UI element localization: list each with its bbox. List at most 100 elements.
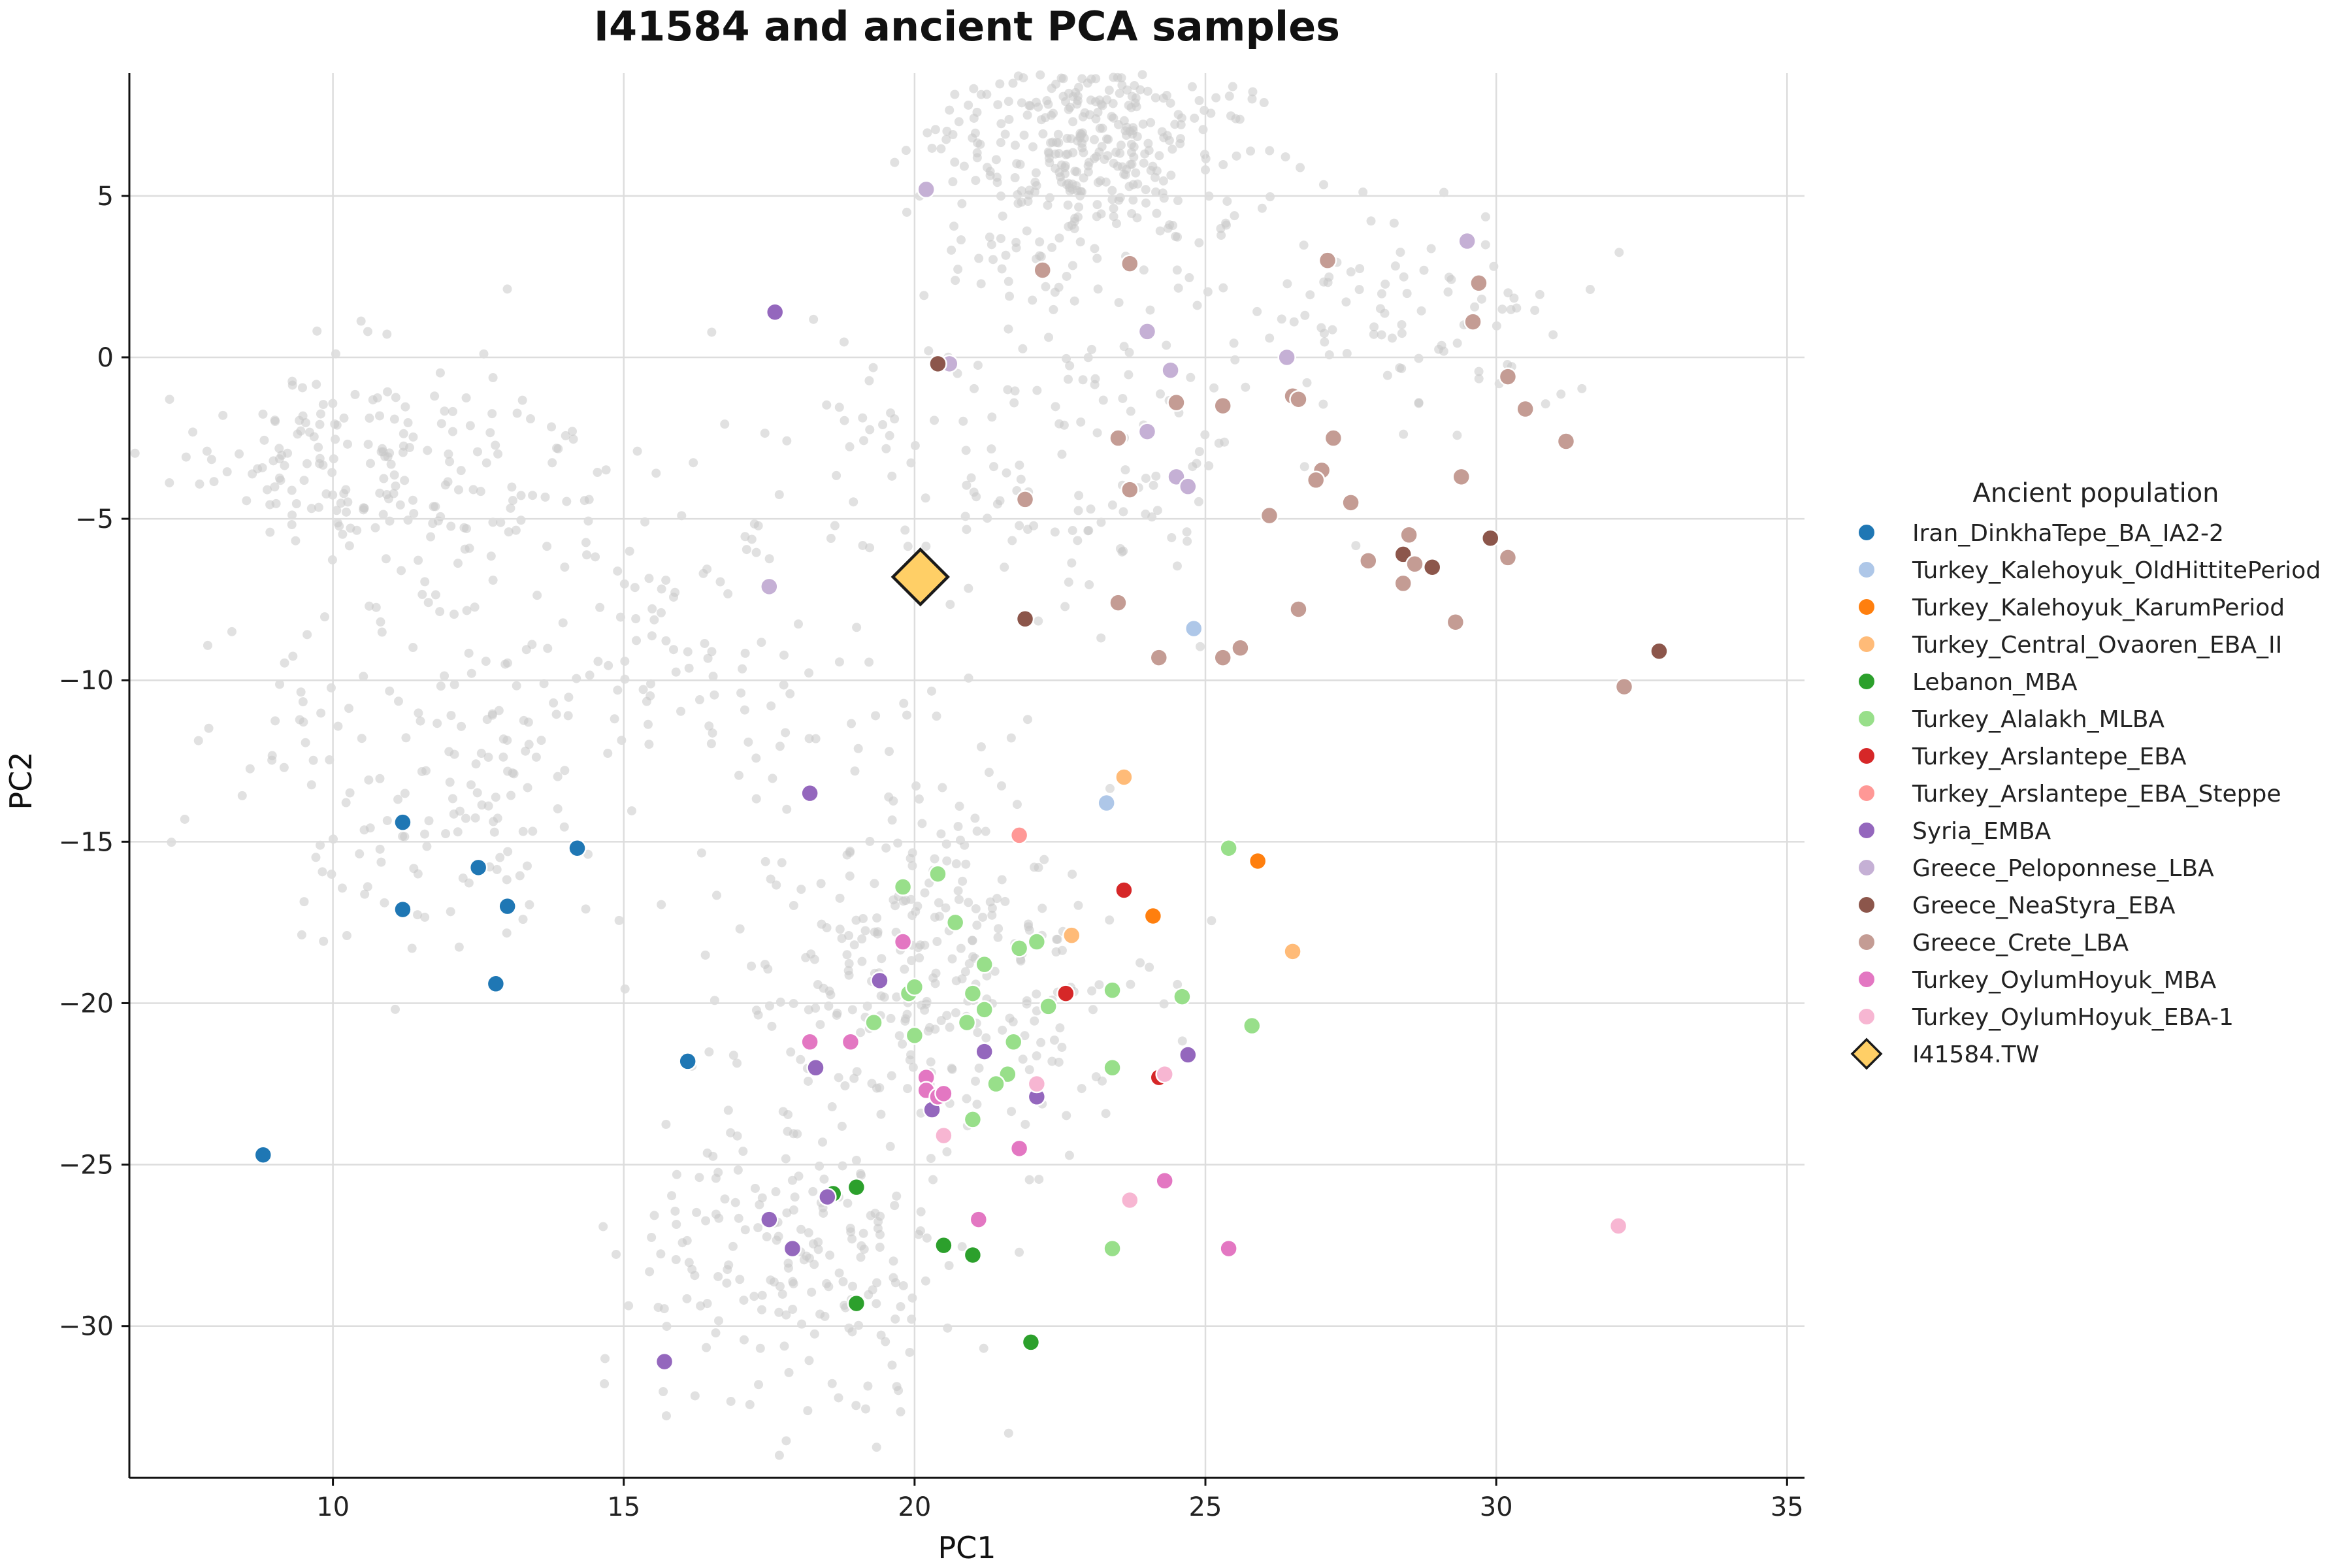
data-point: [928, 864, 947, 883]
legend-title: Ancient population: [1972, 478, 2219, 508]
background-sample-point: [809, 314, 819, 324]
data-point: [1155, 1171, 1174, 1190]
background-sample-point: [993, 932, 1003, 942]
data-point: [975, 1000, 994, 1019]
background-sample-point: [1152, 208, 1162, 218]
background-sample-point: [445, 457, 455, 466]
background-sample-point: [762, 1232, 772, 1241]
background-sample-point: [615, 612, 625, 622]
data-point: [1033, 261, 1052, 280]
background-sample-point: [1176, 120, 1186, 129]
background-sample-point: [1001, 250, 1011, 260]
data-point: [1399, 525, 1418, 545]
background-sample-point: [917, 819, 927, 828]
data-point: [1219, 1239, 1238, 1258]
background-sample-point: [834, 402, 844, 412]
background-sample-point: [1151, 93, 1160, 103]
data-point: [1248, 851, 1267, 871]
background-sample-point: [487, 409, 497, 419]
background-sample-point: [295, 416, 304, 425]
background-sample-point: [834, 1268, 844, 1278]
background-sample-point: [1190, 113, 1200, 123]
background-sample-point: [1474, 367, 1484, 376]
background-sample-point: [287, 485, 297, 495]
background-sample-point: [600, 1379, 610, 1389]
background-sample-point: [488, 576, 498, 585]
background-sample-point: [703, 653, 713, 663]
background-sample-point: [312, 380, 321, 389]
background-sample-point: [470, 813, 480, 823]
background-sample-point: [789, 1205, 798, 1215]
background-sample-point: [656, 608, 666, 617]
background-sample-point: [1369, 322, 1379, 332]
legend-label: Greece_NeaStyra_EBA: [1912, 892, 2176, 919]
background-sample-point: [996, 138, 1005, 148]
background-sample-point: [796, 885, 806, 894]
background-sample-point: [736, 688, 746, 698]
background-sample-point: [962, 480, 972, 490]
background-sample-point: [1152, 166, 1162, 176]
background-sample-point: [1062, 353, 1071, 363]
background-sample-point: [953, 368, 962, 378]
background-sample-point: [951, 1008, 960, 1018]
background-sample-point: [1419, 265, 1429, 275]
background-sample-point: [346, 523, 355, 533]
legend-label: I41584.TW: [1912, 1041, 2039, 1068]
background-sample-point: [1323, 278, 1333, 287]
background-sample-point: [1036, 252, 1046, 261]
background-sample-point: [945, 105, 955, 115]
background-sample-point: [894, 1031, 904, 1041]
background-sample-point: [1047, 242, 1057, 252]
background-sample-point: [947, 1064, 956, 1073]
data-point: [1149, 648, 1169, 667]
background-sample-point: [540, 492, 550, 502]
background-sample-point: [428, 519, 438, 529]
background-sample-point: [844, 930, 854, 940]
legend-marker: [1857, 1007, 1876, 1026]
background-sample-point: [832, 1008, 842, 1018]
background-sample-point: [488, 517, 498, 527]
background-sample-point: [375, 774, 385, 783]
background-sample-point: [461, 813, 470, 823]
background-sample-point: [1035, 237, 1045, 247]
background-sample-point: [316, 708, 326, 718]
background-sample-point: [668, 645, 678, 655]
data-point: [1015, 610, 1035, 629]
background-sample-point: [930, 416, 939, 425]
background-sample-point: [644, 574, 654, 583]
background-sample-point: [645, 679, 655, 689]
background-sample-point: [747, 961, 757, 971]
background-sample-point: [1019, 73, 1028, 83]
background-sample-point: [1088, 1005, 1098, 1015]
background-sample-point: [919, 291, 929, 301]
background-sample-point: [892, 1191, 902, 1201]
data-point: [393, 900, 412, 919]
background-sample-point: [970, 813, 980, 823]
background-sample-point: [563, 711, 573, 721]
background-sample-point: [1397, 319, 1407, 329]
background-sample-point: [975, 139, 985, 149]
background-sample-point: [332, 506, 342, 515]
background-sample-point: [1045, 193, 1054, 203]
data-point: [1260, 506, 1279, 525]
background-sample-point: [1414, 353, 1424, 363]
background-sample-point: [834, 657, 844, 667]
background-sample-point: [811, 734, 821, 743]
background-sample-point: [1085, 580, 1094, 589]
background-sample-point: [258, 409, 268, 419]
background-sample-point: [1016, 474, 1026, 484]
background-sample-point: [890, 1314, 900, 1324]
background-sample-point: [766, 701, 776, 711]
background-sample-point: [391, 393, 400, 402]
legend-marker: [1857, 710, 1876, 728]
background-sample-point: [1222, 197, 1232, 206]
background-sample-point: [524, 740, 534, 749]
background-sample-point: [316, 840, 325, 850]
background-sample-point: [1355, 264, 1365, 274]
background-sample-point: [202, 446, 212, 456]
data-point: [905, 977, 924, 996]
background-sample-point: [448, 427, 458, 436]
background-sample-point: [890, 157, 900, 167]
background-sample-point: [379, 474, 389, 483]
background-sample-point: [1474, 374, 1484, 384]
